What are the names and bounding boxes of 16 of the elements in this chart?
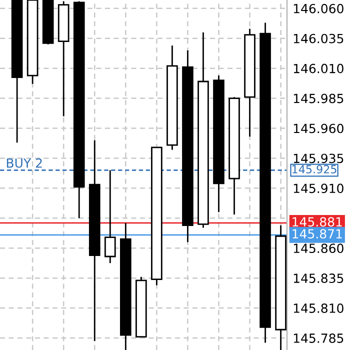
ref-line-label: 145.881 xyxy=(292,217,342,227)
y-tick-label: 145.810 xyxy=(294,304,344,313)
y-tick-label: 145.785 xyxy=(294,333,344,343)
y-tick-label: 145.835 xyxy=(294,274,344,284)
y-tick-label: 146.035 xyxy=(294,34,344,44)
y-tick-label: 146.010 xyxy=(294,64,344,74)
candlestick xyxy=(104,170,116,264)
text: 145.925 xyxy=(292,165,336,174)
ref-line-label: 145.871 xyxy=(292,229,342,239)
y-tick-label: 145.860 xyxy=(294,244,344,254)
y-tick-label: 145.960 xyxy=(294,124,344,134)
ref-line-label: BUY 2 xyxy=(6,158,42,168)
y-tick-label: 146.060 xyxy=(294,4,344,14)
y-tick-label: 145.910 xyxy=(294,184,344,194)
y-tick-label: 145.935 xyxy=(294,154,344,164)
y-tick-label: 145.985 xyxy=(294,94,344,104)
